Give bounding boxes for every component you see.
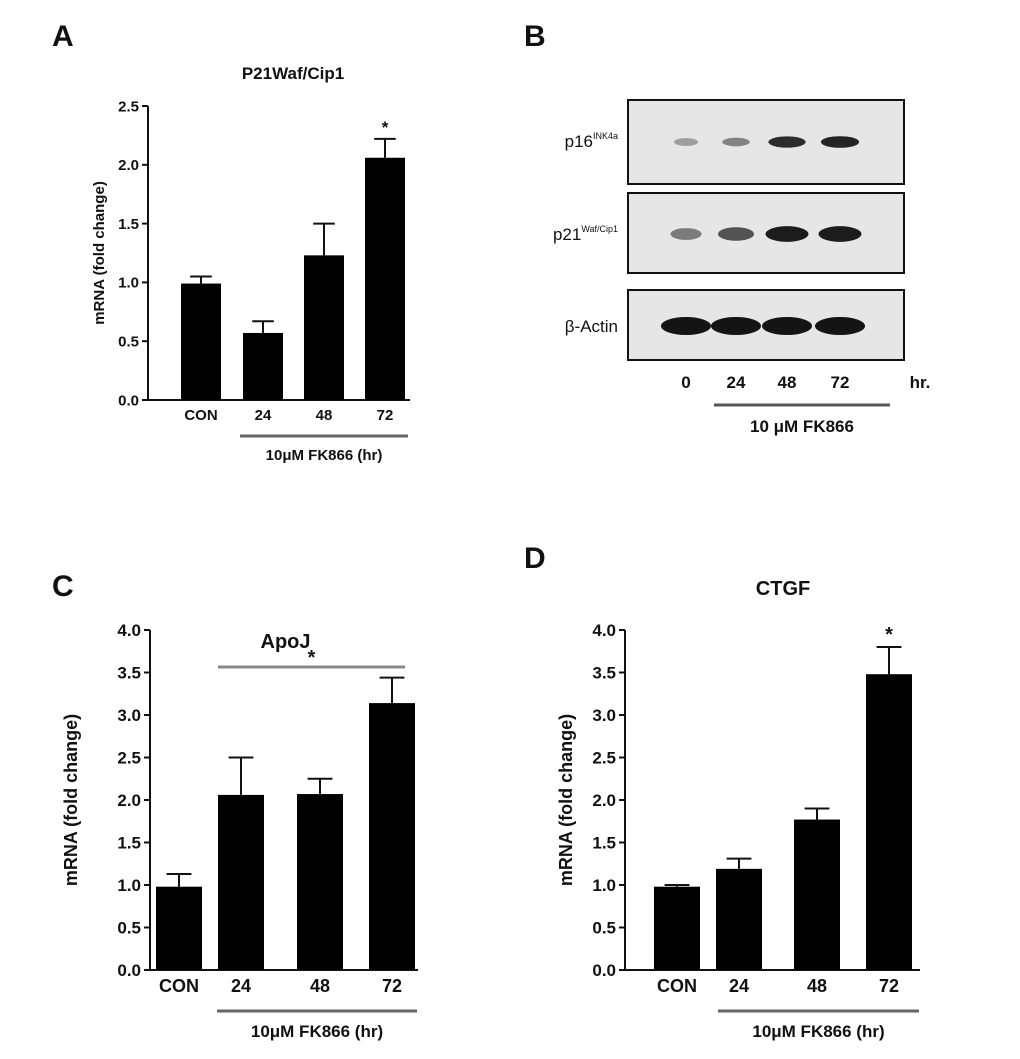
- blot-band-1-1: [717, 227, 755, 241]
- blot-label-p21-sup: Waf/Cip1: [581, 224, 618, 234]
- chart-c-significance-star: *: [308, 647, 316, 669]
- chart-c-ytick-label: 3.0: [117, 706, 141, 725]
- chart-a-xtick-label: CON: [184, 407, 217, 424]
- chart-a-ytick-label: 1.5: [118, 216, 139, 233]
- panel-letter-b: B: [524, 20, 546, 53]
- chart-d-xtick-label: 72: [879, 976, 899, 996]
- chart-a-ytick-label: 1.0: [118, 275, 139, 292]
- chart-d-bar-24: [716, 868, 762, 970]
- chart-d-bar-72: [866, 674, 912, 970]
- chart-c-bar-48: [297, 794, 343, 970]
- blot-band-2-3: [815, 317, 865, 335]
- chart-a-bar-48: [304, 255, 344, 400]
- chart-c-ytick-label: 1.5: [117, 833, 141, 852]
- panel-letter-c: C: [52, 570, 74, 603]
- chart-c-bar-24: [218, 794, 264, 970]
- chart-a-title: P21Waf/Cip1: [242, 64, 344, 83]
- chart-d-ytick-label: 3.0: [592, 706, 616, 725]
- chart-c-ytick-label: 1.0: [117, 876, 141, 895]
- chart-c-apoj: ApoJ mRNA (fold change) 0.0 0.5 1.0 1.5 2.0 2.5…: [61, 621, 418, 1041]
- panel-letter-a: A: [52, 20, 74, 53]
- blot-lane-0: 0: [681, 373, 690, 392]
- chart-d-ytick-label: 1.0: [592, 876, 616, 895]
- blot-band-2-1: [711, 317, 761, 335]
- chart-a-ylabel: mRNA (fold change): [91, 181, 108, 325]
- chart-c-xtick-label: CON: [159, 976, 199, 996]
- chart-c-xtick-label: 72: [382, 976, 402, 996]
- chart-c-xtick-label: 48: [310, 976, 330, 996]
- chart-d-ylabel: mRNA (fold change): [556, 714, 576, 886]
- chart-a-p21: P21Waf/Cip1 mRNA (fold change) 0.0 0.5 1.0 1.…: [91, 64, 410, 464]
- chart-c-ylabel: mRNA (fold change): [61, 714, 81, 886]
- chart-a-ytick-label: 2.0: [118, 157, 139, 174]
- blot-membrane-p16: [627, 99, 905, 185]
- chart-c-ytick-label: 0.0: [117, 961, 141, 980]
- chart-a-bar-72: [365, 157, 405, 400]
- chart-c-title: ApoJ: [261, 631, 311, 653]
- chart-a-treatment-label: 10μM FK866 (hr): [266, 447, 383, 464]
- chart-d-bar-con: [654, 886, 700, 970]
- blot-treatment-label: 10 μM FK866: [750, 417, 854, 436]
- chart-d-ytick-label: 0.5: [592, 918, 616, 937]
- blot-label-p21: p21Waf/Cip1: [553, 224, 618, 244]
- chart-a-xtick-label: 48: [316, 407, 333, 424]
- chart-d-ctgf: CTGF mRNA (fold change) 0.0 0.5 1.0 1.5 2.0 2.5…: [556, 578, 920, 1041]
- chart-a-bar-con: [181, 283, 221, 400]
- chart-c-ytick-label: 0.5: [117, 918, 141, 937]
- chart-d-significance-star: *: [885, 624, 893, 646]
- chart-d-ytick-label: 2.0: [592, 791, 616, 810]
- chart-d-xtick-label: 24: [729, 976, 749, 996]
- chart-d-ytick-label: 0.0: [592, 961, 616, 980]
- blot-label-p16-sup: INK4a: [593, 131, 618, 141]
- chart-c-ytick-label: 4.0: [117, 621, 141, 640]
- chart-c-treatment-label: 10μM FK866 (hr): [251, 1022, 383, 1041]
- blot-lane-24: 24: [727, 373, 746, 392]
- chart-d-xtick-label: 48: [807, 976, 827, 996]
- chart-c-ytick-label: 2.5: [117, 748, 141, 767]
- chart-c-bar-72: [369, 703, 415, 970]
- chart-d-treatment-label: 10μM FK866 (hr): [752, 1022, 884, 1041]
- chart-a-ytick-label: 2.5: [118, 98, 139, 115]
- chart-d-ytick-label: 3.5: [592, 663, 616, 682]
- chart-a-ytick-label: 0.5: [118, 333, 139, 350]
- blot-band-1-3: [818, 226, 862, 242]
- western-blot: p16INK4a p21Waf/Cip1 β-Actin 0 24 48 72 …: [553, 99, 931, 436]
- blot-label-actin: β-Actin: [565, 317, 618, 336]
- blot-band-0-3: [820, 136, 860, 148]
- chart-d-title: CTGF: [756, 578, 810, 600]
- chart-c-xtick-label: 24: [231, 976, 251, 996]
- blot-lane-72: 72: [831, 373, 850, 392]
- chart-d-ytick-label: 2.5: [592, 748, 616, 767]
- blot-band-2-2: [762, 317, 812, 335]
- blot-band-0-2: [768, 136, 806, 148]
- chart-a-xtick-label: 72: [377, 407, 394, 424]
- panel-letter-d: D: [524, 542, 546, 575]
- chart-a-significance-star: *: [382, 118, 389, 137]
- chart-c-ytick-label: 3.5: [117, 663, 141, 682]
- blot-label-p16: p16INK4a: [565, 131, 618, 151]
- chart-a-bar-24: [243, 332, 283, 400]
- blot-band-1-2: [765, 226, 809, 242]
- chart-c-bar-con: [156, 886, 202, 970]
- blot-band-2-0: [661, 317, 711, 335]
- chart-d-ytick-label: 4.0: [592, 621, 616, 640]
- chart-d-ytick-label: 1.5: [592, 833, 616, 852]
- blot-band-1-0: [670, 228, 702, 240]
- blot-band-0-1: [722, 137, 750, 147]
- chart-d-bar-48: [794, 819, 840, 970]
- chart-a-xtick-label: 24: [255, 407, 272, 424]
- chart-a-ytick-label: 0.0: [118, 392, 139, 409]
- blot-unit: hr.: [910, 373, 931, 392]
- blot-band-0-0: [673, 138, 699, 146]
- chart-c-ytick-label: 2.0: [117, 791, 141, 810]
- chart-d-xtick-label: CON: [657, 976, 697, 996]
- blot-lane-48: 48: [778, 373, 797, 392]
